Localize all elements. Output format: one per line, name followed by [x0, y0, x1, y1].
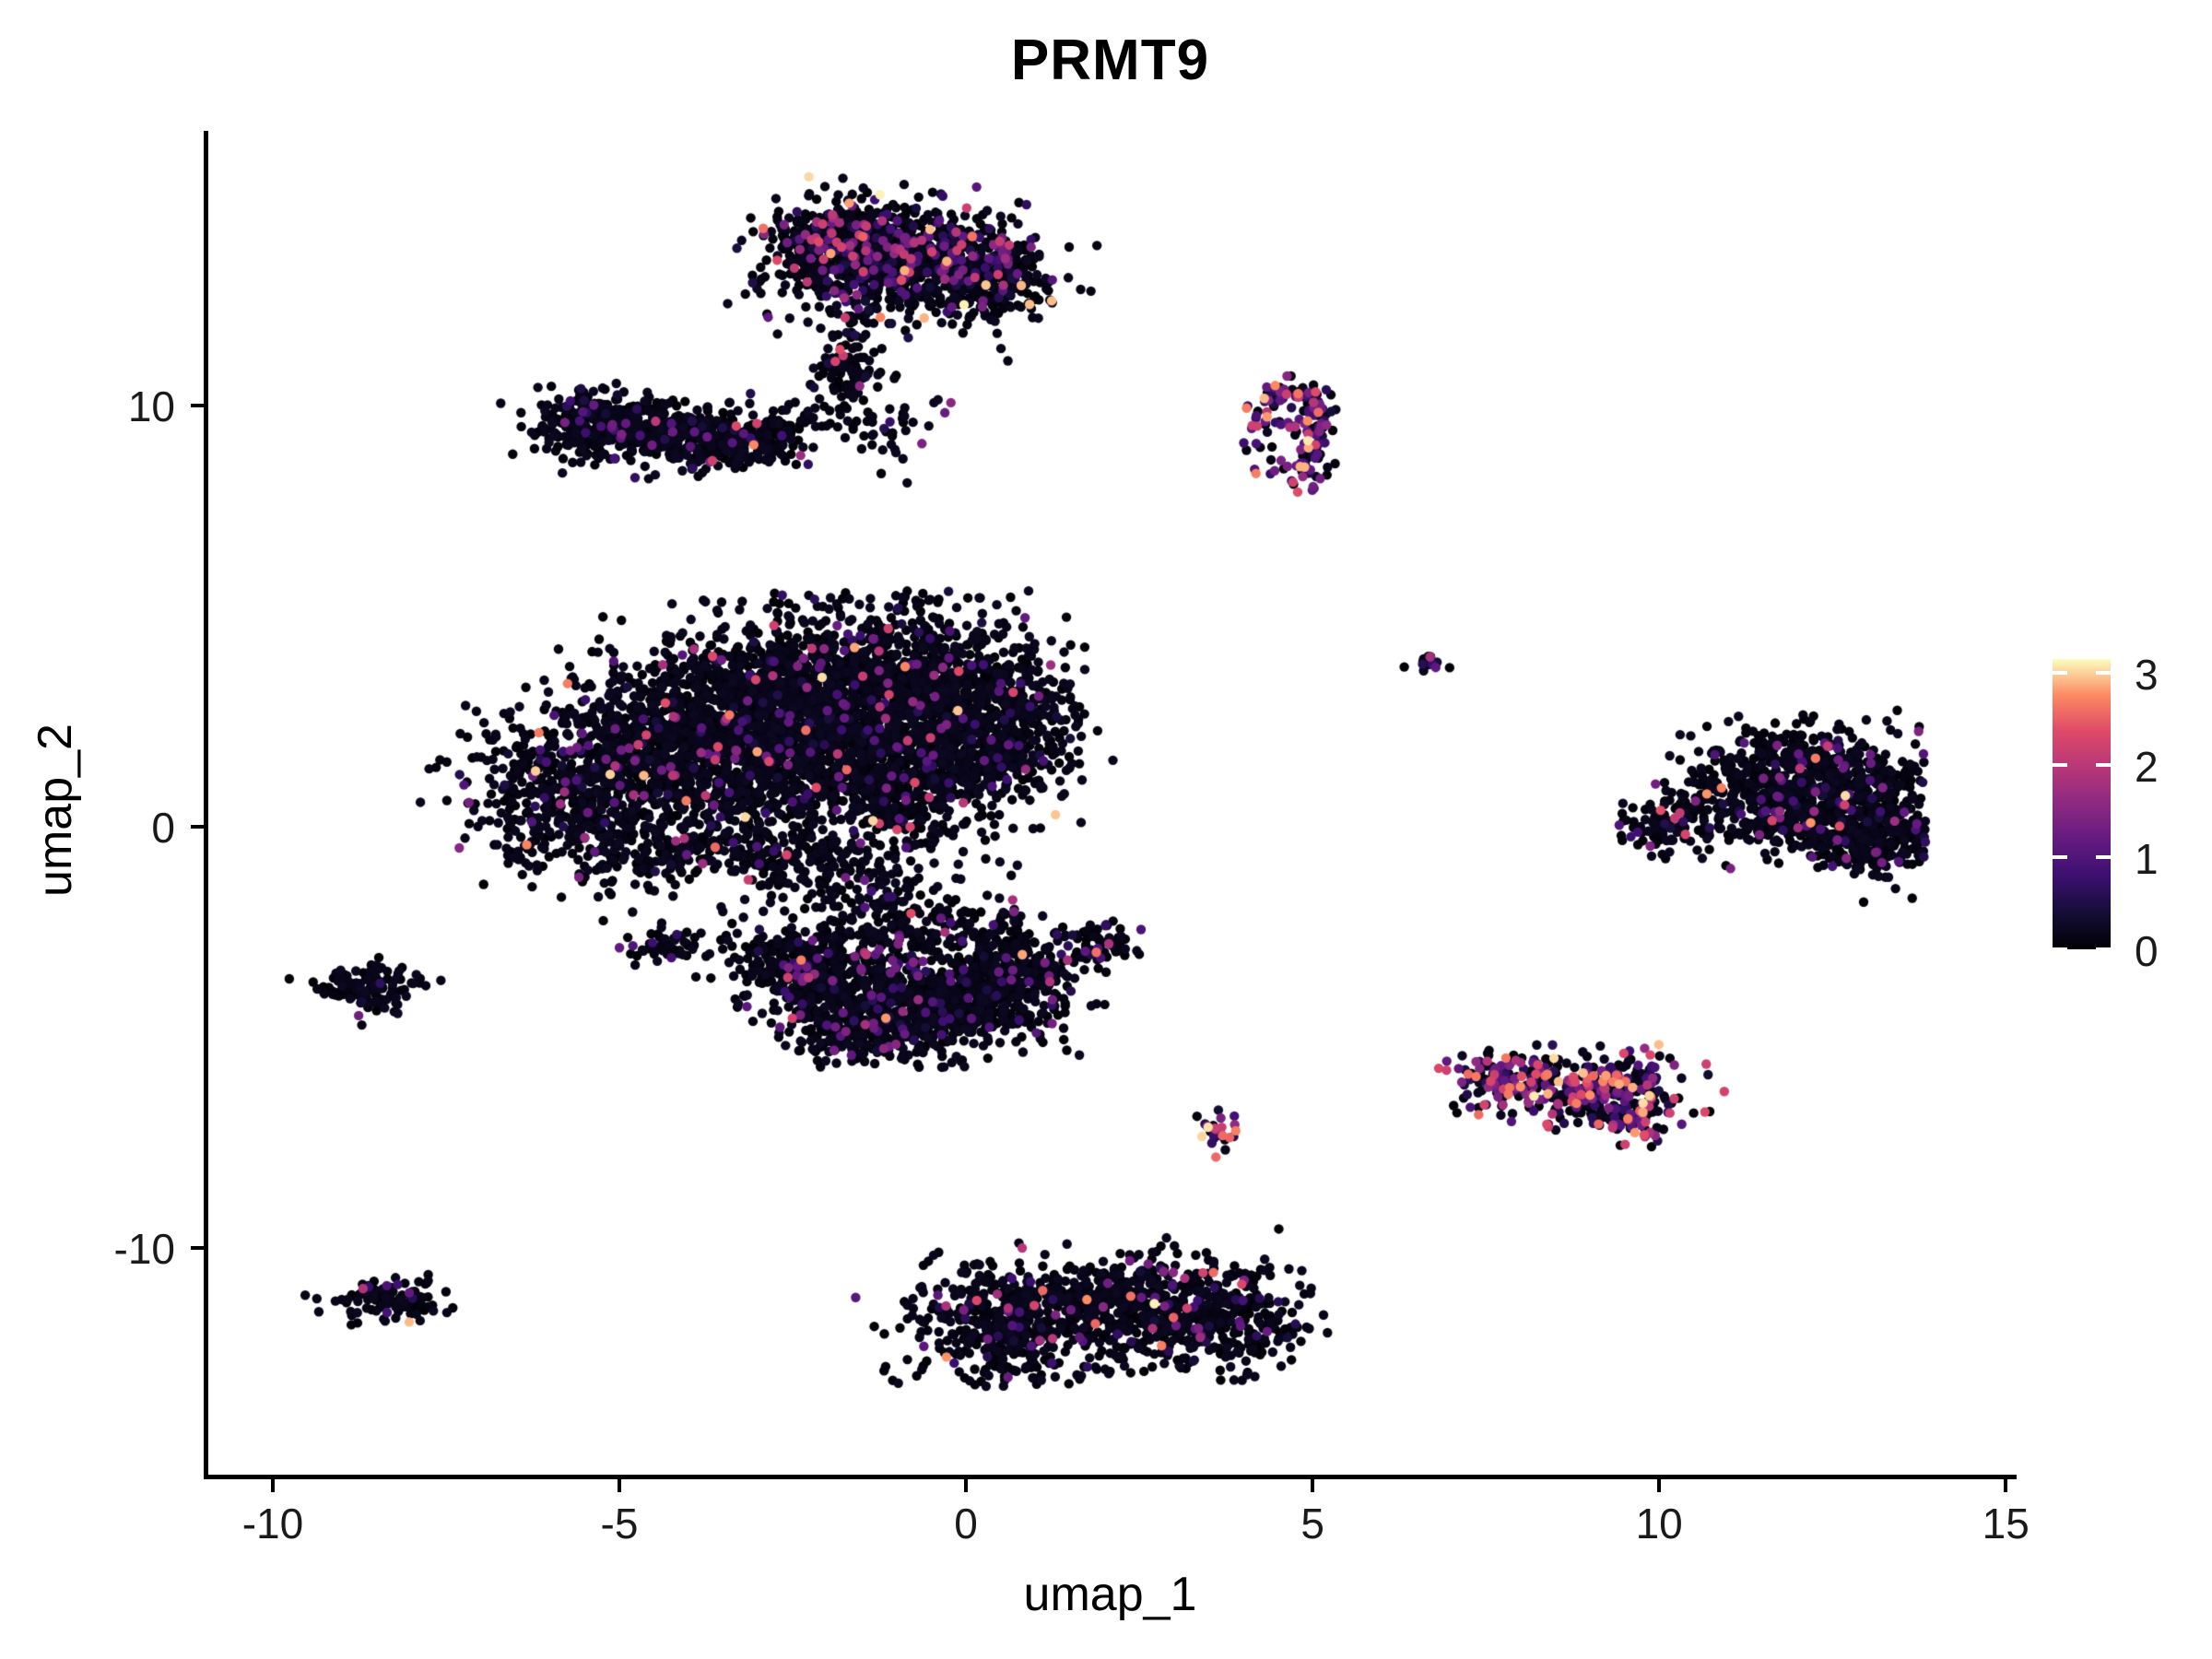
- y-axis-line: [204, 131, 208, 1479]
- y-tick-label: 0: [151, 803, 175, 852]
- x-tick-label: -5: [600, 1500, 639, 1547]
- y-axis-title: umap_2: [29, 724, 82, 897]
- x-tick-label: 5: [1300, 1500, 1324, 1547]
- colorbar-tick-mark: [2096, 855, 2111, 859]
- y-tick-mark: [191, 1245, 204, 1250]
- colorbar-tick-mark: [2096, 671, 2111, 675]
- x-tick-mark: [1311, 1479, 1315, 1492]
- y-tick-label: -10: [113, 1224, 175, 1273]
- x-tick-mark: [964, 1479, 969, 1492]
- y-tick-mark: [191, 404, 204, 408]
- colorbar-tick-mark: [2053, 855, 2067, 859]
- x-tick-label: 15: [1982, 1500, 2030, 1547]
- x-axis-title: umap_1: [1023, 1568, 1197, 1621]
- x-axis-line: [204, 1475, 2017, 1479]
- x-tick-mark: [618, 1479, 621, 1492]
- x-tick-mark: [270, 1479, 275, 1492]
- y-tick-label: 10: [127, 382, 175, 431]
- colorbar-tick-label: 0: [2135, 927, 2159, 975]
- colorbar-tick-mark: [2053, 763, 2067, 767]
- colorbar-tick-mark: [2053, 671, 2067, 675]
- colorbar-tick-label: 3: [2135, 651, 2159, 699]
- plot-title: PRMT9: [1010, 29, 1210, 92]
- colorbar-tick-mark: [2096, 763, 2111, 767]
- colorbar-tick-label: 1: [2135, 835, 2159, 883]
- colorbar-tick-mark: [2053, 947, 2067, 951]
- colorbar-tick-mark: [2096, 947, 2111, 951]
- expression-colorbar: [2053, 659, 2111, 949]
- colorbar-tick-label: 2: [2135, 743, 2159, 791]
- x-tick-label: -10: [241, 1500, 304, 1547]
- y-tick-mark: [191, 824, 204, 829]
- x-tick-label: 10: [1635, 1500, 1683, 1547]
- x-tick-mark: [1657, 1479, 1662, 1492]
- x-tick-mark: [2004, 1479, 2008, 1492]
- x-tick-label: 0: [954, 1500, 978, 1547]
